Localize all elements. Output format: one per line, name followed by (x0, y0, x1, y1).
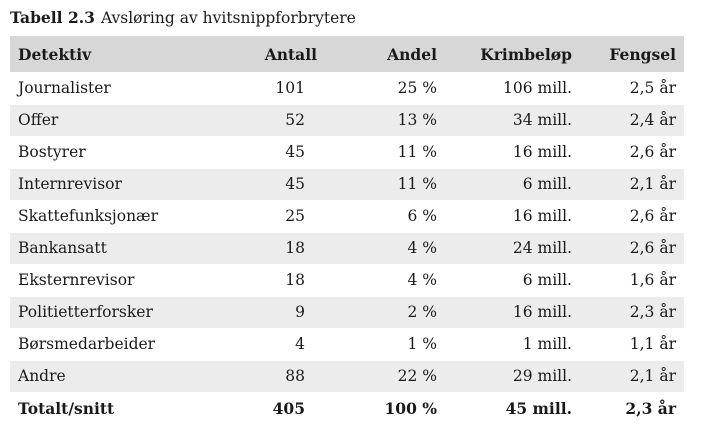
cell-detektiv: Bostyrer (10, 136, 220, 169)
cell-krimbelop: 16 mill. (445, 200, 580, 233)
cell-detektiv: Andre (10, 360, 220, 393)
cell-antall: 101 (220, 72, 325, 105)
table-row: Offer 52 13 % 34 mill. 2,4 år (10, 104, 684, 137)
header-krimbelop: Krimbeløp (480, 44, 572, 64)
cell-antall: 45 (220, 136, 325, 169)
table-row: Eksternrevisor 18 4 % 6 mill. 1,6 år (10, 264, 684, 297)
cell-antall: 4 (220, 328, 325, 361)
data-table: Detektiv Antall Andel Krimbeløp Fengsel … (10, 36, 684, 425)
cell-andel: 2 % (325, 296, 445, 329)
cell-fengsel: 1,6 år (580, 264, 684, 297)
cell-detektiv: Bankansatt (10, 232, 220, 265)
cell-detektiv: Politietterforsker (10, 296, 220, 329)
cell-fengsel: 2,6 år (580, 200, 684, 233)
cell-detektiv: Børsmedarbeider (10, 328, 220, 361)
total-antall: 405 (220, 391, 325, 425)
cell-antall: 18 (220, 264, 325, 297)
cell-andel: 13 % (325, 104, 445, 137)
cell-krimbelop: 24 mill. (445, 232, 580, 265)
header-andel: Andel (387, 44, 437, 64)
cell-detektiv: Journalister (10, 72, 220, 105)
table-header: Detektiv Antall Andel Krimbeløp Fengsel (10, 36, 684, 72)
cell-krimbelop: 16 mill. (445, 296, 580, 329)
table-row: Skattefunksjonær 25 6 % 16 mill. 2,6 år (10, 200, 684, 233)
table-body: Journalister 101 25 % 106 mill. 2,5 år O… (10, 72, 684, 425)
cell-andel: 25 % (325, 72, 445, 105)
cell-krimbelop: 106 mill. (445, 72, 580, 105)
cell-krimbelop: 6 mill. (445, 264, 580, 297)
header-antall: Antall (264, 44, 317, 64)
cell-fengsel: 2,4 år (580, 104, 684, 137)
table-row: Bostyrer 45 11 % 16 mill. 2,6 år (10, 136, 684, 169)
cell-krimbelop: 16 mill. (445, 136, 580, 169)
table-caption: Tabell 2.3 Avsløring av hvitsnippforbryte… (10, 6, 696, 36)
cell-andel: 4 % (325, 232, 445, 265)
cell-detektiv: Eksternrevisor (10, 264, 220, 297)
header-row: Detektiv Antall Andel Krimbeløp Fengsel (10, 36, 684, 72)
cell-antall: 52 (220, 104, 325, 137)
cell-antall: 9 (220, 296, 325, 329)
cell-krimbelop: 29 mill. (445, 360, 580, 393)
cell-antall: 88 (220, 360, 325, 393)
header-fengsel: Fengsel (609, 44, 676, 64)
table-number: Tabell 2.3 (10, 8, 95, 27)
table-row: Journalister 101 25 % 106 mill. 2,5 år (10, 72, 684, 105)
cell-andel: 11 % (325, 136, 445, 169)
cell-fengsel: 2,1 år (580, 168, 684, 201)
table-row: Politietterforsker 9 2 % 16 mill. 2,3 år (10, 296, 684, 329)
table-row: Andre 88 22 % 29 mill. 2,1 år (10, 360, 684, 393)
cell-andel: 22 % (325, 360, 445, 393)
table-row: Internrevisor 45 11 % 6 mill. 2,1 år (10, 168, 684, 201)
cell-fengsel: 2,6 år (580, 232, 684, 265)
cell-detektiv: Skattefunksjonær (10, 200, 220, 233)
cell-detektiv: Internrevisor (10, 168, 220, 201)
header-detektiv: Detektiv (18, 44, 92, 64)
cell-fengsel: 2,6 år (580, 136, 684, 169)
table-row: Børsmedarbeider 4 1 % 1 mill. 1,1 år (10, 328, 684, 361)
total-andel: 100 % (325, 391, 445, 425)
cell-andel: 4 % (325, 264, 445, 297)
table-row: Bankansatt 18 4 % 24 mill. 2,6 år (10, 232, 684, 265)
cell-fengsel: 1,1 år (580, 328, 684, 361)
cell-antall: 45 (220, 168, 325, 201)
cell-andel: 11 % (325, 168, 445, 201)
cell-krimbelop: 34 mill. (445, 104, 580, 137)
cell-krimbelop: 6 mill. (445, 168, 580, 201)
cell-andel: 6 % (325, 200, 445, 233)
table-title: Avsløring av hvitsnippforbrytere (100, 9, 356, 27)
cell-andel: 1 % (325, 328, 445, 361)
cell-antall: 25 (220, 200, 325, 233)
total-label: Totalt/snitt (10, 391, 220, 425)
cell-antall: 18 (220, 232, 325, 265)
total-krimbelop: 45 mill. (445, 391, 580, 425)
cell-krimbelop: 1 mill. (445, 328, 580, 361)
cell-fengsel: 2,1 år (580, 360, 684, 393)
total-row: Totalt/snitt 405 100 % 45 mill. 2,3 år (10, 391, 684, 425)
cell-fengsel: 2,3 år (580, 296, 684, 329)
total-fengsel: 2,3 år (580, 391, 684, 425)
cell-fengsel: 2,5 år (580, 72, 684, 105)
cell-detektiv: Offer (10, 104, 220, 137)
